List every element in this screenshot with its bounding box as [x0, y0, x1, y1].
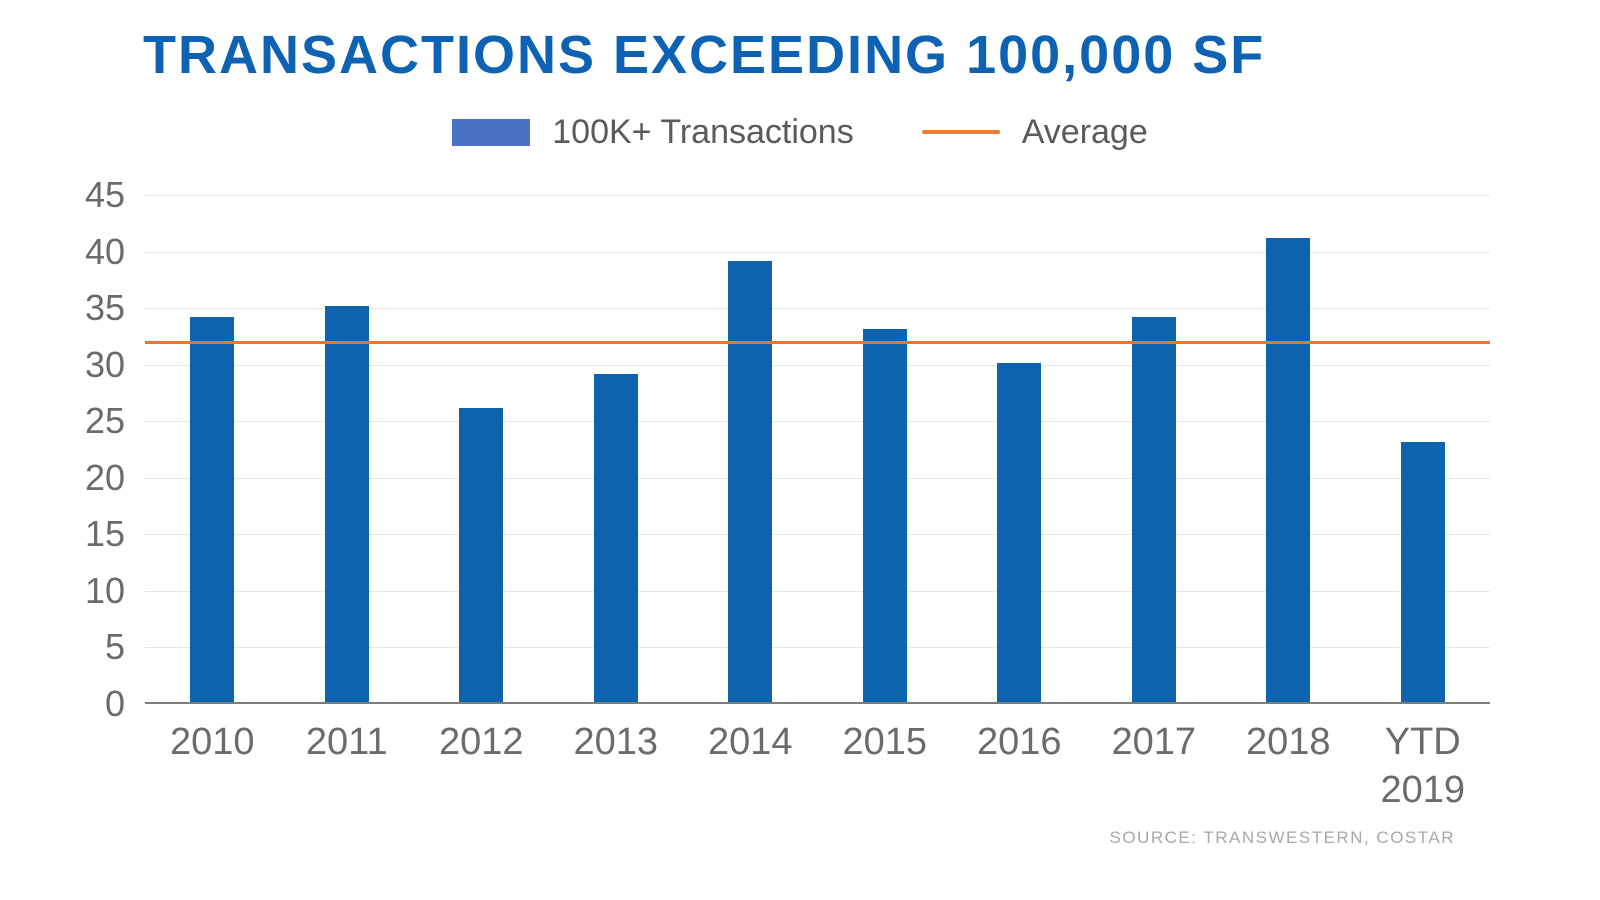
average-line — [145, 341, 1490, 345]
chart-title: TRANSACTIONS EXCEEDING 100,000 SF — [143, 25, 1266, 85]
y-tick-label-35: 35 — [84, 287, 125, 329]
bar-2011 — [324, 306, 369, 702]
y-tick-label-5: 5 — [104, 626, 125, 668]
gridline-15 — [145, 534, 1490, 536]
bar-2015 — [862, 328, 907, 702]
x-tick-label-2016: 2016 — [976, 721, 1062, 763]
legend-bar-swatch — [452, 118, 531, 146]
y-tick-label-0: 0 — [104, 683, 125, 724]
bar-ytd-2019 — [1400, 441, 1445, 702]
bar-2017 — [1131, 317, 1176, 702]
y-tick-label-15: 15 — [84, 513, 125, 555]
source-note: SOURCE: TRANSWESTERN, COSTAR — [1109, 828, 1455, 847]
y-tick-label-30: 30 — [84, 343, 125, 385]
gridline-25 — [145, 421, 1490, 423]
x-tick-label-2014: 2014 — [707, 721, 793, 763]
y-tick-label-10: 10 — [84, 569, 125, 611]
x-tick-label-2018: 2018 — [1245, 721, 1331, 763]
bar-2010 — [190, 317, 235, 702]
gridline-40 — [145, 251, 1490, 253]
gridline-20 — [145, 477, 1490, 479]
x-tick-label-2010: 2010 — [169, 721, 255, 763]
bar-2014 — [728, 260, 773, 702]
x-tick-label-2012: 2012 — [438, 721, 524, 763]
y-tick-label-20: 20 — [84, 456, 125, 498]
chart-legend: 100K+ Transactions Average — [0, 112, 1600, 152]
y-tick-label-25: 25 — [84, 400, 125, 442]
legend-average-label: Average — [1021, 112, 1148, 151]
gridline-35 — [145, 308, 1490, 310]
y-tick-label-45: 45 — [84, 174, 125, 215]
bar-2012 — [459, 407, 504, 702]
y-tick-label-40: 40 — [84, 230, 125, 272]
legend-bars-label: 100K+ Transactions — [552, 112, 854, 151]
bar-2016 — [997, 362, 1042, 702]
x-tick-label-ytd-2019: YTD 2019 — [1380, 721, 1466, 811]
bar-2013 — [593, 373, 638, 702]
x-tick-label-2015: 2015 — [842, 721, 928, 763]
gridline-45 — [145, 195, 1490, 196]
x-tick-label-2011: 2011 — [305, 721, 388, 763]
bar-2018 — [1266, 238, 1311, 702]
gridline-10 — [145, 590, 1490, 592]
gridline-30 — [145, 364, 1490, 366]
legend-average-line-swatch — [921, 130, 1000, 134]
x-tick-label-2017: 2017 — [1111, 721, 1197, 763]
gridline-5 — [145, 647, 1490, 649]
x-tick-label-2013: 2013 — [573, 721, 659, 763]
plot-area — [145, 195, 1490, 704]
